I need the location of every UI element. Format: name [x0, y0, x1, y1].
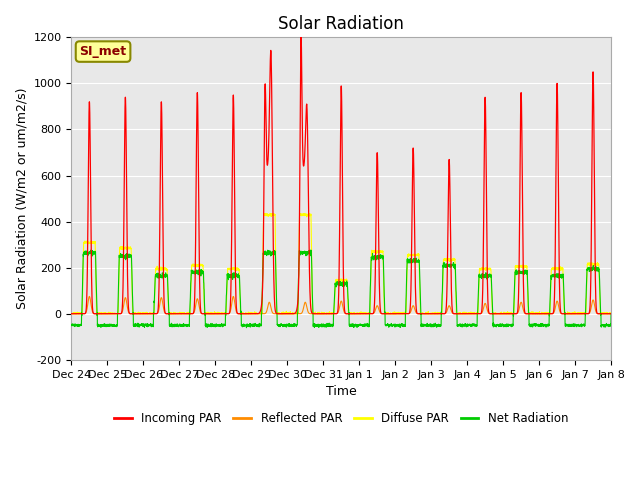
Title: Solar Radiation: Solar Radiation — [278, 15, 404, 33]
Legend: Incoming PAR, Reflected PAR, Diffuse PAR, Net Radiation: Incoming PAR, Reflected PAR, Diffuse PAR… — [109, 408, 573, 430]
Text: SI_met: SI_met — [79, 45, 127, 58]
X-axis label: Time: Time — [326, 385, 356, 398]
Y-axis label: Solar Radiation (W/m2 or um/m2/s): Solar Radiation (W/m2 or um/m2/s) — [15, 88, 28, 309]
